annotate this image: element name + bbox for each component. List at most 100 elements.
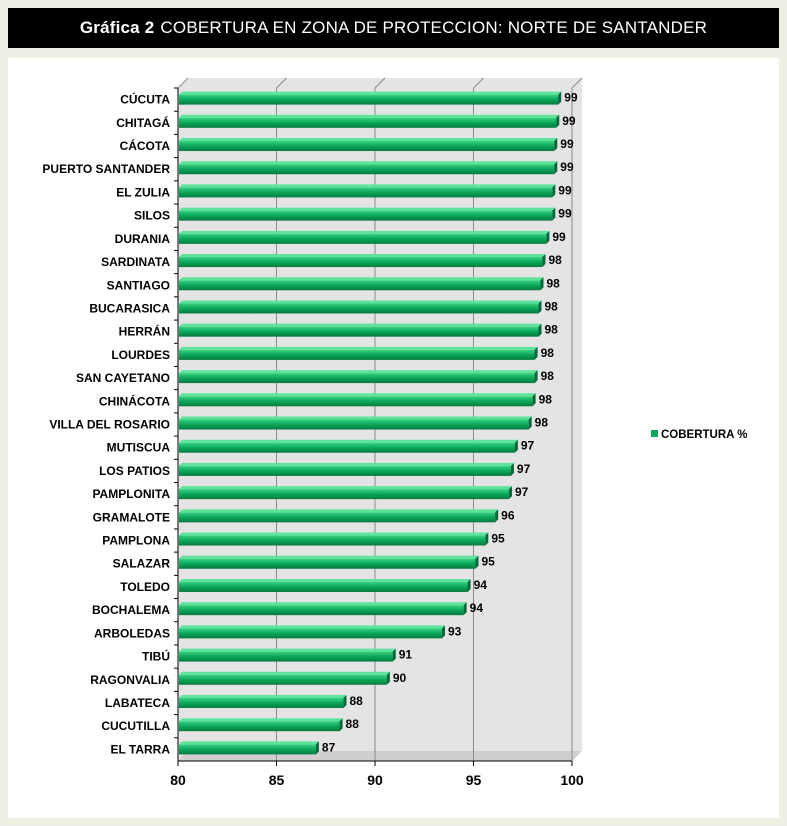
category-label: CUCUTILLA [101,719,170,733]
category-label: LOURDES [111,348,170,362]
data-label: 88 [349,694,363,708]
bar-end [532,393,536,407]
bar-end [538,300,542,314]
gridline-depth [571,77,583,89]
bar-end [534,346,538,360]
category-label: SARDINATA [101,255,170,269]
data-label: 98 [535,416,549,430]
bar-top [179,532,489,536]
bar [179,628,442,639]
bar [179,697,344,708]
category-label: LABATECA [105,696,170,710]
data-label: 99 [552,230,566,244]
bar-end [339,718,343,732]
bar-top [179,207,556,211]
category-label: ARBOLEDAS [94,626,170,640]
bar-top [179,114,560,118]
bar-end [538,323,542,337]
bar-top [179,694,347,698]
bar [179,419,529,430]
bar-end [556,114,560,128]
category-label: CÚCUTA [120,92,170,107]
data-label: 88 [346,717,360,731]
bar-end [463,602,467,616]
bar [179,141,555,152]
category-label: TIBÚ [142,649,170,664]
x-tick-label: 95 [466,772,482,788]
chart-title-text: COBERTURA EN ZONA DE PROTECCION: NORTE D… [160,18,708,37]
bar-end [534,370,538,384]
data-label: 87 [322,740,336,754]
bar [179,489,509,500]
data-label: 95 [481,555,495,569]
x-tick-label: 90 [367,772,383,788]
bar-top [179,439,518,443]
bar [179,233,547,244]
bar-end [514,439,518,453]
category-label: CÁCOTA [120,138,171,153]
bar [179,721,340,732]
bar-end [528,416,532,430]
gridline-depth [473,77,484,89]
category-label: MUTISCUA [107,441,171,455]
bar [179,512,496,523]
data-label: 99 [558,183,572,197]
data-label: 99 [564,91,578,105]
data-label: 97 [521,439,535,453]
data-label: 97 [517,462,531,476]
legend-label: COBERTURA % [661,429,747,441]
bar-end [485,532,489,546]
bar-end [392,648,396,662]
bar [179,442,515,453]
bar-end [554,138,558,152]
bar-top [179,91,562,95]
bar [179,744,316,755]
x-tick-label: 100 [560,772,584,788]
bar-chart: 80 85 90 95 100 CÚCUTA 99 CHITAGÁ 99 CÁCOTA 99 PUER… [42,77,747,788]
data-label: 98 [548,253,562,267]
bar-end [508,486,512,500]
bar [179,326,539,337]
bar-end [542,254,546,268]
bar-end [475,555,479,569]
chart-header: Gráfica 2 COBERTURA EN ZONA DE PROTECCIO… [8,8,779,48]
bar-top [179,300,542,304]
gridline-depth [177,77,189,89]
bar [179,349,535,360]
bar-top [179,323,542,327]
bar-top [179,486,512,490]
category-label: SAN CAYETANO [76,371,170,385]
bar-end [546,230,550,244]
bar-end [315,741,319,755]
data-label: 90 [393,671,407,685]
bar [179,187,553,198]
category-label: PAMPLONITA [92,487,170,501]
data-label: 98 [545,323,559,337]
category-label: CHITAGÁ [116,115,170,130]
data-label: 94 [474,578,488,592]
bar-top [179,254,546,258]
bar-end [467,578,471,592]
bar-top [179,509,499,513]
bar-top [179,648,396,652]
bar-end [540,277,544,291]
bar [179,117,557,128]
category-label: BUCARASICA [89,301,170,315]
data-label: 94 [470,601,484,615]
bar-top [179,230,550,234]
chart-title-number: Gráfica 2 [79,18,155,37]
bar-end [554,161,558,175]
bar-top [179,416,532,420]
category-label: RAGONVALIA [90,673,170,687]
data-label: 98 [545,299,559,313]
category-label: PUERTO SANTANDER [42,162,170,176]
bar [179,396,533,407]
bar [179,605,464,616]
x-tick-label: 80 [170,772,186,788]
bar-top [179,462,514,466]
category-label: EL TARRA [110,742,170,756]
data-label: 96 [501,508,515,522]
data-label: 93 [448,624,462,638]
category-label: BOCHALEMA [92,603,170,617]
data-label: 99 [560,137,574,151]
